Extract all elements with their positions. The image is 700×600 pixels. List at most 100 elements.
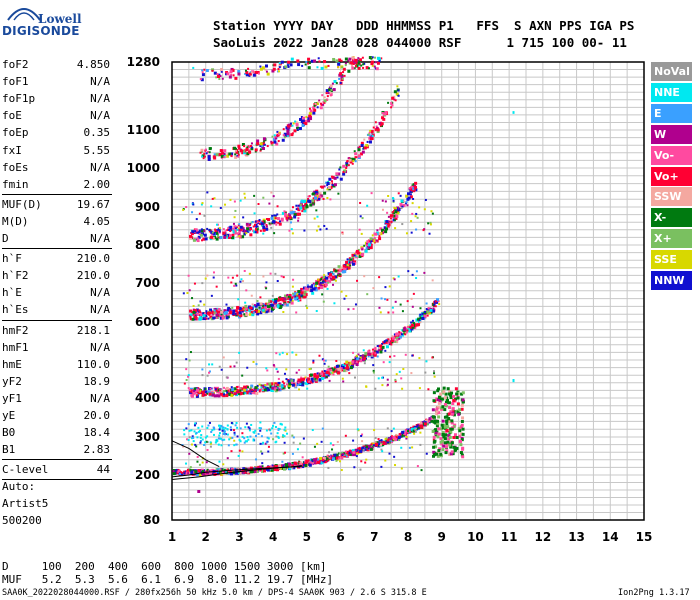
echo-dot: [303, 290, 307, 294]
echo-dot: [228, 309, 232, 313]
param-value: 18.4: [83, 426, 111, 440]
echo-dot: [274, 299, 278, 303]
echo-dot: [276, 468, 280, 472]
echo-dot: [368, 56, 372, 60]
echo-dot: [335, 82, 338, 85]
x-tick-label: 6: [336, 530, 345, 544]
echo-dot: [353, 376, 356, 379]
param-row: foF2 4.850: [2, 56, 110, 73]
echo-dot: [262, 220, 266, 224]
echo-dot: [276, 388, 279, 391]
echo-dot: [261, 224, 264, 227]
echo-dot: [231, 68, 235, 72]
echo-dot: [196, 239, 200, 243]
echo-dot: [378, 236, 381, 239]
echo-dot: [461, 400, 465, 404]
echo-dot: [245, 71, 249, 75]
echo-dot: [208, 151, 211, 154]
echo-dot: [207, 155, 211, 159]
echo-dot: [270, 432, 273, 435]
echo-dot: [218, 432, 221, 435]
echo-dot: [301, 383, 305, 387]
echo-dot: [225, 386, 229, 390]
echo-dot: [194, 470, 198, 474]
echo-dot: [380, 448, 383, 451]
echo-dot: [288, 384, 292, 388]
echo-dot: [372, 239, 376, 243]
echo-dot: [300, 200, 304, 204]
echo-dot: [252, 73, 256, 77]
echo-dot: [322, 300, 325, 303]
echo-dot: [251, 470, 254, 473]
echo-dot: [512, 379, 515, 381]
echo-dot: [384, 200, 387, 203]
echo-dot: [393, 355, 396, 358]
echo-dot: [404, 333, 407, 336]
echo-dot: [461, 446, 465, 450]
echo-dot: [249, 233, 253, 237]
echo-dot: [262, 441, 265, 444]
echo-dot: [255, 391, 259, 395]
echo-dot: [253, 391, 257, 395]
echo-dot: [225, 73, 228, 76]
echo-dot: [277, 427, 280, 430]
legend-item-vo: Vo-: [651, 145, 692, 165]
echo-dot: [212, 271, 215, 274]
echo-dot: [283, 435, 286, 438]
echo-dot: [238, 223, 241, 226]
echo-dot: [281, 466, 285, 470]
echo-dot: [262, 232, 265, 235]
echo-dot: [217, 227, 221, 231]
echo-dot: [274, 386, 277, 389]
echo-dot: [347, 453, 350, 456]
echo-dot: [434, 431, 438, 435]
echo-dot: [397, 89, 400, 92]
echo-dot: [280, 297, 284, 301]
echo-dot: [325, 375, 328, 378]
echo-dot: [287, 65, 290, 68]
echo-dot: [377, 349, 380, 352]
echo-dot: [306, 285, 310, 289]
echo-dot: [402, 368, 405, 371]
echo-dot: [191, 394, 194, 397]
echo-dot: [399, 331, 402, 334]
echo-dot: [337, 59, 340, 62]
echo-dot: [373, 241, 376, 244]
echo-dot: [394, 380, 397, 383]
echo-dot: [232, 309, 236, 313]
echo-dot: [281, 298, 285, 302]
echo-dot: [220, 390, 223, 393]
echo-dot: [398, 433, 402, 437]
echo-dot: [403, 332, 406, 335]
echo-dot: [213, 156, 217, 160]
echo-dot: [265, 223, 268, 226]
echo-dot: [269, 272, 272, 275]
echo-dot: [234, 76, 238, 80]
echo-dot: [387, 340, 390, 343]
echo-dot: [378, 237, 382, 241]
echo-dot: [345, 161, 349, 165]
echo-dot: [334, 370, 337, 373]
echo-dot: [291, 232, 294, 235]
echo-dot: [225, 316, 229, 320]
echo-dot: [361, 448, 364, 451]
echo-dot: [420, 469, 423, 472]
echo-dot: [245, 73, 249, 77]
echo-dot: [333, 176, 337, 180]
echo-dot: [224, 311, 228, 315]
echo-dot: [419, 307, 422, 310]
echo-dot: [316, 442, 319, 445]
echo-dot: [341, 267, 344, 270]
echo-dot: [418, 387, 421, 390]
echo-dot: [308, 112, 312, 116]
echo-dot: [361, 355, 365, 359]
echo-dot: [188, 389, 191, 392]
echo-dot: [226, 433, 229, 436]
echo-dot: [280, 387, 283, 390]
echo-dot: [220, 444, 223, 447]
echo-dot: [432, 307, 435, 310]
echo-dot: [434, 305, 437, 308]
param-name: foF1: [2, 75, 29, 89]
echo-dot: [197, 235, 201, 239]
echo-dot: [232, 146, 236, 150]
